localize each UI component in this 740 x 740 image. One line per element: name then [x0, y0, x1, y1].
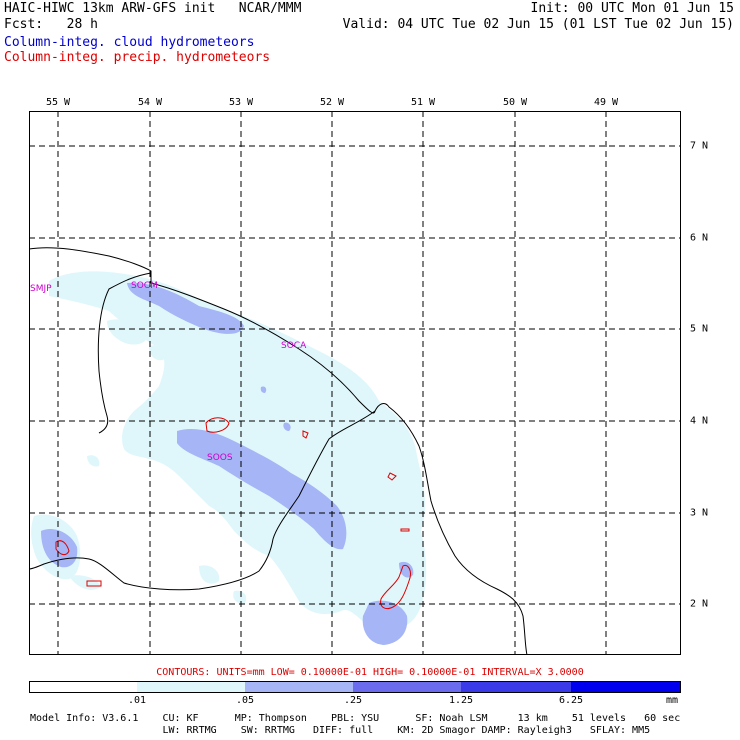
- lat-label-3n: 3 N: [690, 507, 709, 519]
- lat-label-4n: 4 N: [690, 415, 709, 427]
- color-bin-1: [137, 681, 245, 693]
- station-label-smjp: SMJP: [30, 284, 52, 294]
- lon-label-55w: 55 W: [45, 97, 71, 108]
- init-time: Init: 00 UTC Mon 01 Jun 15: [530, 1, 735, 16]
- contours-info: CONTOURS: UNITS=mm LOW= 0.10000E-01 HIGH…: [156, 667, 584, 678]
- station-label-socm: SOCM: [131, 281, 158, 291]
- scale-tick-625: 6.25: [558, 695, 584, 706]
- lat-label-5n: 5 N: [690, 323, 709, 335]
- scale-tick-001: .01: [127, 695, 147, 706]
- station-label-soos: SOOS: [207, 453, 233, 463]
- lat-label-7n: 7 N: [690, 140, 709, 152]
- scale-tick-005: .05: [235, 695, 255, 706]
- lat-lon-grid: [29, 111, 681, 655]
- valid-time: Valid: 04 UTC Tue 02 Jun 15 (01 LST Tue …: [342, 17, 734, 32]
- lon-label-51w: 51 W: [410, 97, 436, 108]
- field-label-cloud: Column-integ. cloud hydrometeors: [4, 35, 255, 50]
- color-bin-5: [571, 681, 681, 693]
- cloud-fill-medium: [41, 282, 414, 645]
- station-label-soca: SOCA: [281, 341, 307, 351]
- map-frame: [29, 111, 681, 655]
- model-info-line2: LW: RRTMG SW: RRTMG DIFF: full KM: 2D Sm…: [30, 725, 651, 736]
- color-bin-3: [353, 681, 461, 693]
- color-bin-2: [245, 681, 353, 693]
- lat-label-2n: 2 N: [690, 598, 709, 610]
- lat-label-6n: 6 N: [690, 232, 709, 244]
- model-info-line1: Model Info: V3.6.1 CU: KF MP: Thompson P…: [30, 713, 681, 724]
- lon-label-54w: 54 W: [137, 97, 163, 108]
- map-panel: [29, 111, 681, 655]
- forecast-hour: Fcst: 28 h: [4, 17, 98, 32]
- color-bin-4: [461, 681, 571, 693]
- scale-units: mm: [665, 695, 679, 706]
- lon-label-52w: 52 W: [319, 97, 345, 108]
- color-scale-bar: [29, 681, 681, 693]
- color-bin-0: [29, 681, 137, 693]
- plot-title: HAIC-HIWC 13km ARW-GFS init NCAR/MMM: [4, 1, 302, 16]
- coastline: [29, 247, 528, 655]
- lon-label-53w: 53 W: [228, 97, 254, 108]
- field-label-precip: Column-integ. precip. hydrometeors: [4, 50, 271, 65]
- color-bar-frame: [29, 681, 681, 693]
- lon-label-49w: 49 W: [593, 97, 619, 108]
- scale-tick-025: .25: [343, 695, 363, 706]
- lon-label-50w: 50 W: [502, 97, 528, 108]
- scale-tick-125: 1.25: [448, 695, 474, 706]
- precip-contours: [55, 417, 411, 610]
